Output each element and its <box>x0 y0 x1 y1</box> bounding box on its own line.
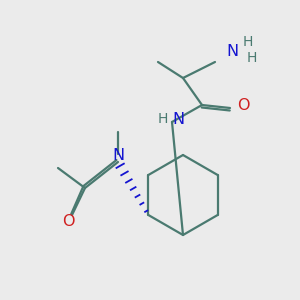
Text: N: N <box>112 148 124 163</box>
Text: O: O <box>62 214 74 230</box>
Text: N: N <box>226 44 238 59</box>
Text: H: H <box>243 35 253 49</box>
Text: H: H <box>158 112 168 126</box>
Text: H: H <box>247 51 257 65</box>
Text: O: O <box>237 98 249 113</box>
Text: N: N <box>172 112 184 127</box>
